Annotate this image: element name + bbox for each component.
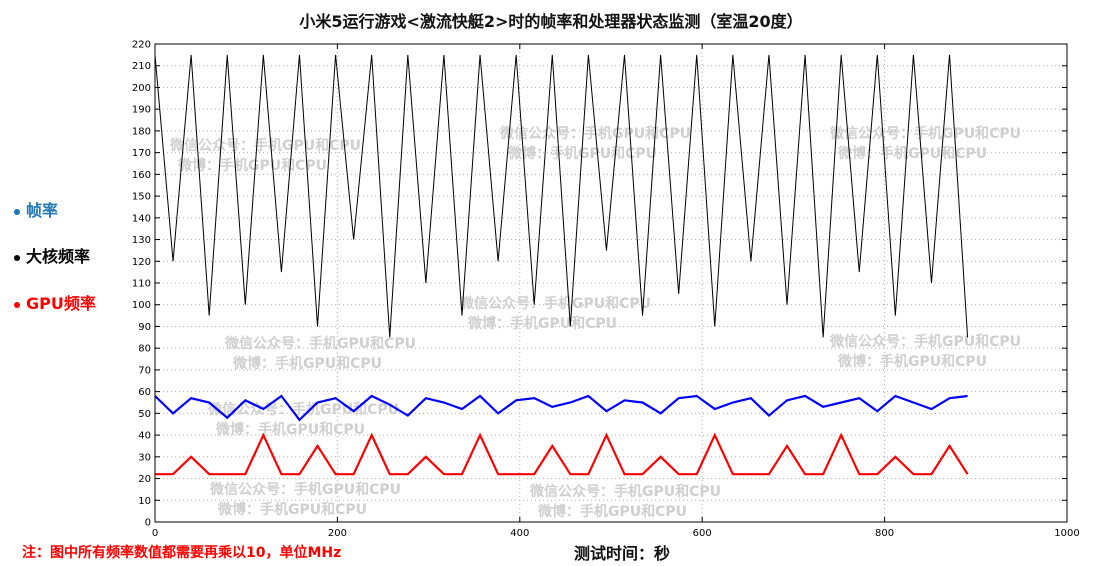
watermark: 微信公众号：手机GPU和CPU 微博：手机GPU和CPU: [209, 481, 401, 518]
legend-item-framerate: 帧率: [14, 197, 58, 221]
legend-item-gpu: GPU频率: [14, 290, 96, 314]
watermark: 微信公众号：手机GPU和CPU 微博：手机GPU和CPU: [529, 483, 721, 520]
y-tick-label: 40: [138, 431, 151, 442]
x-tick-label: 1000: [1054, 528, 1079, 539]
x-tick-label: 800: [875, 528, 894, 539]
y-tick-label: 90: [138, 322, 151, 333]
y-tick-label: 70: [138, 365, 151, 376]
watermark-text: 微信公众号：手机GPU和CPU: [169, 137, 361, 154]
legend-dot: [14, 208, 20, 215]
footnote: 注：图中所有频率数值都需要再乘以10，单位MHz: [22, 545, 342, 561]
y-tick-label: 210: [132, 61, 151, 72]
y-tick-label: 120: [132, 257, 151, 268]
watermark: 微信公众号：手机GPU和CPU 微博：手机GPU和CPU: [224, 335, 416, 372]
watermark: 微信公众号：手机GPU和CPU 微博：手机GPU和CPU: [829, 125, 1021, 162]
watermark-text: 微博：手机GPU和CPU: [537, 503, 687, 520]
watermark-text: 微博：手机GPU和CPU: [232, 355, 382, 372]
watermark-text: 微博：手机GPU和CPU: [215, 421, 365, 438]
watermark-text: 微信公众号：手机GPU和CPU: [459, 295, 651, 312]
y-tick-label: 220: [132, 40, 151, 51]
legend-dot: [14, 301, 20, 308]
y-tick-label: 150: [132, 192, 151, 203]
y-tick-label: 200: [132, 83, 151, 94]
y-tick-label: 10: [138, 496, 151, 507]
x-tick-label: 600: [693, 528, 712, 539]
y-tick-label: 30: [138, 452, 151, 463]
watermark-text: 微博：手机GPU和CPU: [467, 315, 617, 332]
watermark: 微信公众号：手机GPU和CPU 微博：手机GPU和CPU: [459, 295, 651, 332]
x-tick-label: 400: [510, 528, 529, 539]
watermark-text: 微信公众号：手机GPU和CPU: [529, 483, 721, 500]
y-tick-label: 20: [138, 474, 151, 485]
y-tick-label: 160: [132, 170, 151, 181]
y-tick-label: 110: [132, 279, 151, 290]
watermark-text: 微信公众号：手机GPU和CPU: [829, 125, 1021, 142]
watermark-text: 微博：手机GPU和CPU: [837, 145, 987, 162]
series-line: [154, 54, 969, 338]
x-tick-label: 0: [152, 528, 158, 539]
x-tick-label: 200: [328, 528, 347, 539]
y-tick-label: 50: [138, 409, 151, 420]
watermark-text: 微博：手机GPU和CPU: [837, 353, 987, 370]
y-tick-label: 190: [132, 105, 151, 116]
x-axis-label: 测试时间：秒: [574, 544, 671, 563]
legend-label: 帧率: [26, 201, 59, 220]
y-tick-label: 80: [138, 344, 151, 355]
y-tick-label: 0: [145, 518, 151, 529]
y-tick-label: 60: [138, 387, 151, 398]
watermark-text: 微信公众号：手机GPU和CPU: [209, 481, 401, 498]
legend-label: GPU频率: [26, 294, 96, 313]
y-tick-label: 180: [132, 126, 151, 137]
legend-dot: [14, 254, 20, 261]
series-line: [154, 394, 968, 422]
legend-label: 大核频率: [26, 247, 91, 266]
watermark-text: 微信公众号：手机GPU和CPU: [224, 335, 416, 352]
series-line: [155, 432, 969, 476]
y-tick-label: 170: [132, 148, 151, 159]
watermark-text: 微信公众号：手机GPU和CPU: [829, 333, 1021, 350]
watermark-text: 微博：手机GPU和CPU: [217, 501, 367, 518]
y-tick-label: 100: [132, 300, 151, 311]
legend-item-bigcore: 大核频率: [14, 243, 90, 267]
chart-title: 小米5运行游戏<激流快艇2>时的帧率和处理器状态监测（室温20度）: [299, 12, 803, 31]
watermark: 微信公众号：手机GPU和CPU 微博：手机GPU和CPU: [829, 333, 1021, 370]
y-tick-label: 140: [132, 213, 151, 224]
y-tick-label: 130: [132, 235, 151, 246]
